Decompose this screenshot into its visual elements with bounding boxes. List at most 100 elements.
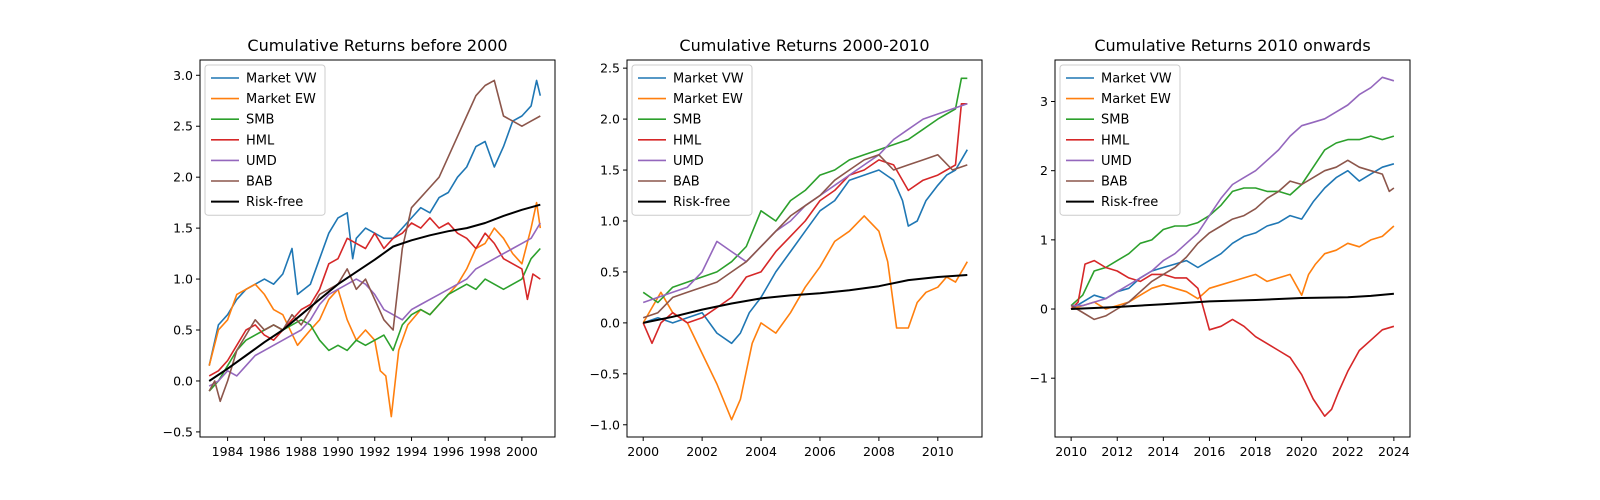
legend: Market VW Market EW SMB HML UMD BAB Risk-free	[1059, 64, 1181, 216]
chart-panel-3: Cumulative Returns 2010 onwards 2010 2012 2…	[1030, 36, 1411, 459]
y-tick-label: 2.5	[173, 119, 193, 134]
legend-entry: Market VW	[673, 72, 744, 87]
legend-entry: Market VW	[246, 72, 317, 87]
x-tick-label: 2008	[863, 444, 895, 459]
legend-entry: Market EW	[246, 92, 316, 107]
x-tick-label: 2010	[1055, 444, 1087, 459]
legend: Market VW Market EW SMB HML UMD BAB Risk-free	[204, 64, 326, 216]
axes-frame	[199, 59, 556, 438]
x-tick-label: 1988	[285, 444, 317, 459]
series-line-market-ew	[208, 201, 542, 418]
series-line-hml	[208, 217, 541, 377]
legend-entry: Risk-free	[1101, 195, 1158, 210]
y-tick-label: 1.5	[600, 163, 620, 178]
series-group	[1070, 76, 1395, 418]
y-tick-label: 0.5	[173, 323, 193, 338]
y-tick-label: 0.0	[600, 315, 620, 330]
series-line-smb	[642, 77, 968, 304]
series-line-smb	[1070, 135, 1395, 307]
x-tick-label: 2020	[1286, 444, 1318, 459]
x-tick-label: 2006	[804, 444, 836, 459]
legend-entry: SMB	[246, 113, 274, 128]
x-tick-label: 2024	[1378, 444, 1410, 459]
x-tick-label: 2012	[1101, 444, 1133, 459]
y-tick-label: −1	[1030, 371, 1048, 386]
legend-box	[204, 64, 326, 216]
legend-box	[1059, 64, 1181, 216]
x-tick-label: 1994	[396, 444, 428, 459]
series-group	[642, 77, 968, 421]
legend-entry: Market EW	[673, 92, 743, 107]
series-line-umd	[208, 222, 541, 387]
y-tick-label: 3.0	[173, 68, 193, 83]
series-group	[208, 79, 542, 418]
y-tick-label: 0.0	[173, 373, 193, 388]
y-tick-label: −1.0	[590, 417, 620, 432]
x-tick-label: 2010	[922, 444, 954, 459]
y-tick-label: 2.5	[600, 61, 620, 76]
y-tick-label: 2.0	[600, 112, 620, 127]
chart-panel-1: Cumulative Returns before 2000 1984 1986 19…	[163, 36, 556, 459]
y-tick-label: 1.0	[173, 272, 193, 287]
y-tick-label: 2	[1040, 163, 1048, 178]
legend-entry: Market VW	[1101, 72, 1172, 87]
chart-title: Cumulative Returns 2000-2010	[679, 36, 929, 55]
legend: Market VW Market EW SMB HML UMD BAB Risk-free	[631, 64, 753, 216]
y-tick-label: −0.5	[163, 424, 193, 439]
legend-entry: UMD	[673, 154, 704, 169]
series-line-bab	[1070, 159, 1395, 321]
legend-entry: Risk-free	[673, 195, 730, 210]
legend-entry: SMB	[1101, 113, 1129, 128]
legend-entry: Risk-free	[246, 195, 303, 210]
x-tick-label: 2000	[506, 444, 538, 459]
series-line-hml	[642, 103, 968, 345]
y-tick-label: 0.5	[600, 264, 620, 279]
series-line-risk-free	[642, 274, 968, 324]
x-tick-label: 1998	[469, 444, 501, 459]
x-tick-label: 1992	[359, 444, 391, 459]
x-tick-label: 1986	[248, 444, 280, 459]
series-line-bab	[208, 79, 541, 403]
legend-entry: UMD	[1101, 154, 1132, 169]
axes-frame	[626, 59, 983, 438]
axes-frame	[1054, 59, 1411, 438]
legend-entry: HML	[673, 133, 702, 148]
series-line-smb	[208, 247, 541, 392]
legend-entry: HML	[246, 133, 275, 148]
y-tick-label: −0.5	[590, 366, 620, 381]
x-tick-label: 2018	[1240, 444, 1272, 459]
x-tick-label: 1996	[432, 444, 464, 459]
legend-entry: Market EW	[1101, 92, 1171, 107]
y-tick-label: 1.0	[600, 213, 620, 228]
legend-entry: HML	[1101, 133, 1130, 148]
y-tick-label: 3	[1040, 94, 1048, 109]
x-tick-label: 2022	[1332, 444, 1364, 459]
series-line-hml	[1070, 259, 1395, 418]
x-tick-label: 2004	[745, 444, 777, 459]
x-tick-label: 2014	[1147, 444, 1179, 459]
series-line-risk-free	[208, 203, 541, 382]
legend-box	[631, 64, 753, 216]
series-line-market-vw	[642, 149, 968, 345]
x-tick-label: 2016	[1194, 444, 1226, 459]
series-line-market-vw	[1070, 163, 1395, 310]
chart-title: Cumulative Returns 2010 onwards	[1094, 36, 1370, 55]
series-line-market-ew	[642, 215, 968, 421]
legend-entry: BAB	[1101, 175, 1128, 190]
legend-entry: BAB	[246, 175, 273, 190]
x-tick-label: 1990	[322, 444, 354, 459]
x-tick-label: 2002	[686, 444, 718, 459]
series-line-risk-free	[1071, 292, 1394, 310]
y-tick-label: 2.0	[173, 170, 193, 185]
chart-title: Cumulative Returns before 2000	[247, 36, 507, 55]
chart-panel-2: Cumulative Returns 2000-2010 2000 2002 2004…	[590, 36, 983, 459]
legend-entry: SMB	[673, 113, 701, 128]
y-tick-label: 1	[1040, 232, 1048, 247]
series-line-umd	[1071, 76, 1395, 307]
y-tick-label: 0	[1040, 302, 1048, 317]
series-line-bab	[642, 154, 968, 319]
legend-entry: UMD	[246, 154, 277, 169]
x-tick-label: 2000	[627, 444, 659, 459]
y-tick-label: 1.5	[173, 221, 193, 236]
